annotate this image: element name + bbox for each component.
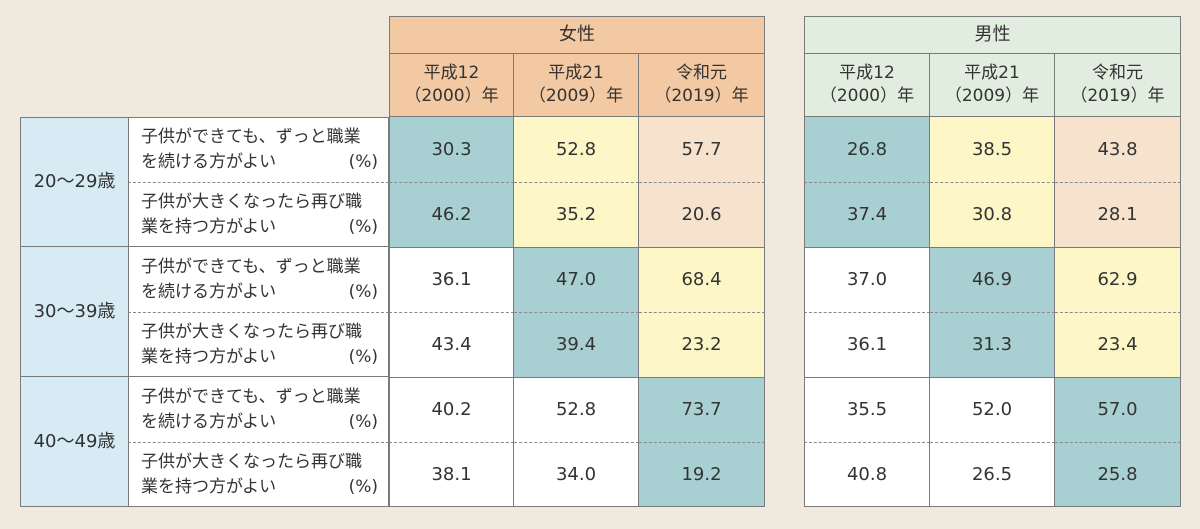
value-cell: 46.9 bbox=[930, 247, 1055, 312]
female-year-header: 令和元 （2019）年 bbox=[639, 54, 765, 117]
question-line2-text: を続ける方がよい bbox=[141, 281, 277, 302]
question-line2-text: 業を持つ方がよい bbox=[141, 346, 277, 367]
value-cell: 68.4 bbox=[639, 247, 765, 312]
value-cell: 46.2 bbox=[389, 182, 514, 247]
question-label: 子供が大きくなったら再び職 業を持つ方がよい (%) bbox=[128, 442, 389, 507]
value-cell: 57.7 bbox=[639, 117, 765, 182]
year-era-label: 平成12 bbox=[839, 63, 895, 84]
male-year-header: 平成12 （2000）年 bbox=[804, 54, 930, 117]
year-label: （2009）年 bbox=[944, 86, 1040, 106]
year-label: （2000）年 bbox=[404, 86, 499, 106]
unit-label: (%) bbox=[348, 476, 378, 497]
question-text: 子供ができても、ずっと職業 を続ける方がよい (%) bbox=[141, 125, 378, 174]
value-cell: 73.7 bbox=[639, 377, 765, 442]
value-cell: 57.0 bbox=[1055, 377, 1181, 442]
value-cell: 38.5 bbox=[930, 117, 1055, 182]
unit-label: (%) bbox=[348, 411, 378, 432]
question-line1: 子供ができても、ずっと職業 bbox=[141, 127, 361, 148]
question-line1: 子供が大きくなったら再び職 bbox=[141, 451, 362, 472]
question-line2: 業を持つ方がよい (%) bbox=[141, 475, 378, 500]
question-text: 子供が大きくなったら再び職 業を持つ方がよい (%) bbox=[141, 450, 378, 499]
male-table: 男性 平成12 （2000）年 平成21 （2009）年 令和元 （2019）年 26.8 38… bbox=[804, 16, 1181, 507]
value-cell: 43.8 bbox=[1055, 117, 1181, 182]
year-era-label: 平成21 bbox=[964, 63, 1020, 84]
question-text: 子供ができても、ずっと職業 を続ける方がよい (%) bbox=[141, 255, 378, 304]
question-line2-text: を続ける方がよい bbox=[141, 411, 277, 432]
question-label: 子供ができても、ずっと職業 を続ける方がよい (%) bbox=[128, 377, 389, 442]
value-cell: 23.2 bbox=[639, 312, 765, 377]
question-label: 子供ができても、ずっと職業 を続ける方がよい (%) bbox=[128, 117, 389, 182]
question-line2-text: 業を持つ方がよい bbox=[141, 216, 277, 237]
question-line2: を続ける方がよい (%) bbox=[141, 150, 378, 175]
value-cell: 40.8 bbox=[804, 442, 930, 507]
value-cell: 19.2 bbox=[639, 442, 765, 507]
question-line2: を続ける方がよい (%) bbox=[141, 280, 378, 305]
value-cell: 36.1 bbox=[389, 247, 514, 312]
male-year-header: 平成21 （2009）年 bbox=[930, 54, 1055, 117]
question-line2-text: 業を持つ方がよい bbox=[141, 476, 277, 497]
value-cell: 25.8 bbox=[1055, 442, 1181, 507]
age-group-label: 40～49歳 bbox=[20, 377, 128, 507]
value-cell: 30.3 bbox=[389, 117, 514, 182]
value-cell: 20.6 bbox=[639, 182, 765, 247]
question-line1: 子供が大きくなったら再び職 bbox=[141, 191, 362, 212]
value-cell: 35.5 bbox=[804, 377, 930, 442]
value-cell: 52.8 bbox=[514, 117, 639, 182]
value-cell: 62.9 bbox=[1055, 247, 1181, 312]
value-cell: 39.4 bbox=[514, 312, 639, 377]
value-cell: 38.1 bbox=[389, 442, 514, 507]
female-year-header: 平成21 （2009）年 bbox=[514, 54, 639, 117]
value-cell: 40.2 bbox=[389, 377, 514, 442]
value-cell: 37.0 bbox=[804, 247, 930, 312]
male-header: 男性 bbox=[804, 16, 1181, 54]
question-line1: 子供ができても、ずっと職業 bbox=[141, 256, 361, 277]
value-cell: 36.1 bbox=[804, 312, 930, 377]
value-cell: 31.3 bbox=[930, 312, 1055, 377]
female-year-header: 平成12 （2000）年 bbox=[389, 54, 514, 117]
year-era-label: 令和元 bbox=[1092, 63, 1143, 84]
unit-label: (%) bbox=[348, 152, 378, 172]
year-label: （2019）年 bbox=[654, 86, 749, 106]
female-header: 女性 bbox=[389, 16, 765, 54]
year-label: （2009）年 bbox=[528, 86, 624, 106]
corner-blank bbox=[20, 16, 389, 117]
value-cell: 52.0 bbox=[930, 377, 1055, 442]
year-era-label: 令和元 bbox=[676, 63, 727, 84]
year-label: （2019）年 bbox=[1070, 86, 1165, 106]
unit-label: (%) bbox=[348, 281, 378, 302]
female-table: 女性 平成12 （2000）年 平成21 （2009）年 令和元 （2019）年 20～29歳… bbox=[20, 16, 765, 507]
question-label: 子供ができても、ずっと職業 を続ける方がよい (%) bbox=[128, 247, 389, 312]
value-cell: 26.5 bbox=[930, 442, 1055, 507]
question-line2: を続ける方がよい (%) bbox=[141, 410, 378, 435]
age-group-label: 30～39歳 bbox=[20, 247, 128, 377]
unit-label: (%) bbox=[348, 216, 378, 237]
question-line2: 業を持つ方がよい (%) bbox=[141, 345, 378, 370]
value-cell: 52.8 bbox=[514, 377, 639, 442]
question-line1: 子供ができても、ずっと職業 bbox=[141, 386, 361, 407]
year-era-label: 平成21 bbox=[548, 63, 604, 84]
value-cell: 43.4 bbox=[389, 312, 514, 377]
value-cell: 28.1 bbox=[1055, 182, 1181, 247]
question-text: 子供が大きくなったら再び職 業を持つ方がよい (%) bbox=[141, 320, 378, 369]
value-cell: 30.8 bbox=[930, 182, 1055, 247]
question-line2-text: を続ける方がよい bbox=[141, 152, 277, 172]
unit-label: (%) bbox=[348, 346, 378, 367]
age-group-label: 20～29歳 bbox=[20, 117, 128, 247]
value-cell: 26.8 bbox=[804, 117, 930, 182]
value-cell: 35.2 bbox=[514, 182, 639, 247]
year-era-label: 平成12 bbox=[423, 63, 480, 84]
question-line2: 業を持つ方がよい (%) bbox=[141, 215, 378, 240]
question-text: 子供が大きくなったら再び職 業を持つ方がよい (%) bbox=[141, 190, 378, 239]
value-cell: 23.4 bbox=[1055, 312, 1181, 377]
question-text: 子供ができても、ずっと職業 を続ける方がよい (%) bbox=[141, 385, 378, 434]
value-cell: 47.0 bbox=[514, 247, 639, 312]
question-line1: 子供が大きくなったら再び職 bbox=[141, 321, 362, 342]
male-year-header: 令和元 （2019）年 bbox=[1055, 54, 1181, 117]
question-label: 子供が大きくなったら再び職 業を持つ方がよい (%) bbox=[128, 312, 389, 377]
year-label: （2000）年 bbox=[819, 86, 915, 106]
question-label: 子供が大きくなったら再び職 業を持つ方がよい (%) bbox=[128, 182, 389, 247]
value-cell: 37.4 bbox=[804, 182, 930, 247]
value-cell: 34.0 bbox=[514, 442, 639, 507]
